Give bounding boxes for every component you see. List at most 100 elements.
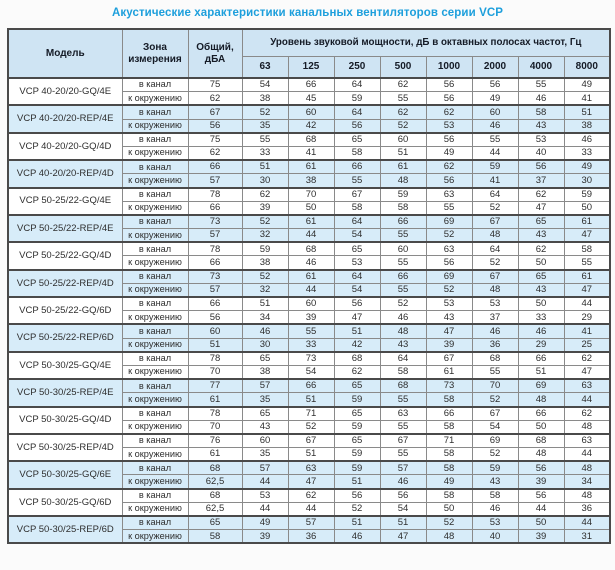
octave-value-cell: 52 bbox=[471, 200, 519, 216]
octave-value-cell: 44 bbox=[517, 501, 565, 517]
octave-value-cell: 65 bbox=[333, 241, 381, 257]
octave-value-cell: 51 bbox=[333, 515, 381, 531]
zone-cell: в канал bbox=[121, 350, 189, 366]
octave-value-cell: 60 bbox=[471, 104, 519, 120]
octave-value-cell: 49 bbox=[241, 515, 289, 531]
table-row: VCP 50-25/22-GQ/4D в канал 78 59 68 65 60 63 64 6… bbox=[7, 241, 611, 271]
octave-value-cell: 63 bbox=[379, 405, 427, 421]
octave-value-cell: 38 bbox=[563, 118, 611, 134]
octave-value-cell: 62 bbox=[517, 241, 565, 257]
octave-value-cell: 38 bbox=[241, 255, 289, 271]
octave-value-cell: 32 bbox=[241, 228, 289, 243]
octave-value-cell: 66 bbox=[333, 159, 381, 175]
octave-value-cell: 46 bbox=[333, 529, 381, 544]
table-row: к окружению 61 35 51 59 55 58 52 48 44 bbox=[8, 392, 611, 407]
col-header-freq: 125 bbox=[287, 56, 335, 79]
total-dba-cell: 78 bbox=[187, 405, 243, 421]
page-title: Акустические характеристики канальных ве… bbox=[111, 7, 504, 19]
octave-value-cell: 68 bbox=[287, 241, 335, 257]
octave-value-cell: 47 bbox=[287, 474, 335, 490]
model-name-cell: VCP 50-30/25-REP/4D bbox=[7, 432, 123, 462]
model-name-cell: VCP 50-25/22-GQ/4E bbox=[7, 186, 123, 216]
octave-value-cell: 65 bbox=[517, 268, 565, 284]
octave-value-cell: 64 bbox=[471, 186, 519, 202]
octave-value-cell: 56 bbox=[517, 487, 565, 503]
zone-cell: в канал bbox=[121, 405, 189, 421]
octave-value-cell: 44 bbox=[287, 282, 335, 298]
octave-value-cell: 67 bbox=[425, 350, 473, 366]
table-row: к окружению 57 32 44 54 55 52 48 43 47 bbox=[8, 228, 611, 243]
table-row: к окружению 56 35 42 56 52 53 46 43 38 bbox=[8, 118, 611, 134]
table-row: VCP 50-30/25-GQ/4D в канал 78 65 71 65 63 66 67 6… bbox=[7, 405, 611, 435]
octave-value-cell: 39 bbox=[241, 529, 289, 544]
octave-value-cell: 64 bbox=[333, 268, 381, 284]
zone-cell: к окружению bbox=[121, 118, 189, 134]
octave-value-cell: 59 bbox=[333, 460, 381, 476]
octave-value-cell: 52 bbox=[379, 296, 427, 312]
octave-value-cell: 54 bbox=[471, 419, 519, 435]
total-dba-cell: 56 bbox=[187, 118, 243, 134]
table-row: VCP 50-30/25-GQ/6E в канал 68 57 63 59 57 58 59 5… bbox=[7, 460, 611, 490]
octave-value-cell: 44 bbox=[287, 228, 335, 243]
octave-value-cell: 43 bbox=[241, 419, 289, 435]
zone-cell: в канал bbox=[121, 378, 189, 394]
octave-value-cell: 55 bbox=[379, 255, 427, 271]
octave-value-cell: 58 bbox=[333, 145, 381, 161]
table-row: к окружению 62,5 44 47 51 46 49 43 39 34 bbox=[8, 474, 611, 490]
octave-value-cell: 66 bbox=[379, 268, 427, 284]
model-name-cell: VCP 40-20/20-REP/4E bbox=[7, 104, 123, 134]
octave-value-cell: 50 bbox=[517, 419, 565, 435]
col-header-freq: 1000 bbox=[425, 56, 473, 79]
table-row: к окружению 51 30 33 42 43 39 36 29 25 bbox=[8, 337, 611, 353]
total-dba-cell: 77 bbox=[187, 378, 243, 394]
octave-value-cell: 55 bbox=[379, 282, 427, 298]
model-name-cell: VCP 50-30/25-GQ/6E bbox=[7, 460, 123, 490]
table-row: VCP 40-20/20-GQ/4E в канал 75 54 66 64 62 56 56 5… bbox=[7, 76, 611, 106]
total-dba-cell: 61 bbox=[187, 392, 243, 407]
octave-value-cell: 47 bbox=[563, 228, 611, 243]
table-row: VCP 50-30/25-REP/6D в канал 65 49 57 51 51 52 53… bbox=[7, 514, 611, 544]
octave-value-cell: 66 bbox=[425, 405, 473, 421]
octave-value-cell: 48 bbox=[517, 447, 565, 462]
model-name-cell: VCP 50-30/25-GQ/4D bbox=[7, 405, 123, 435]
octave-value-cell: 53 bbox=[425, 296, 473, 312]
col-header-freq: 2000 bbox=[471, 56, 519, 79]
zone-cell: к окружению bbox=[121, 91, 189, 106]
octave-value-cell: 65 bbox=[333, 405, 381, 421]
octave-value-cell: 70 bbox=[471, 378, 519, 394]
octave-value-cell: 46 bbox=[563, 131, 611, 147]
zone-cell: в канал bbox=[121, 241, 189, 257]
octave-value-cell: 71 bbox=[425, 432, 473, 449]
octave-value-cell: 52 bbox=[241, 213, 289, 230]
octave-value-cell: 38 bbox=[241, 91, 289, 106]
zone-cell: к окружению bbox=[121, 474, 189, 490]
octave-value-cell: 40 bbox=[471, 529, 519, 544]
octave-value-cell: 53 bbox=[471, 515, 519, 531]
octave-value-cell: 73 bbox=[425, 378, 473, 394]
octave-value-cell: 61 bbox=[563, 268, 611, 284]
octave-value-cell: 32 bbox=[241, 282, 289, 298]
octave-value-cell: 59 bbox=[241, 241, 289, 257]
octave-value-cell: 63 bbox=[425, 186, 473, 202]
octave-value-cell: 56 bbox=[379, 487, 427, 503]
octave-value-cell: 55 bbox=[241, 131, 289, 147]
octave-value-cell: 62 bbox=[333, 364, 381, 380]
octave-value-cell: 58 bbox=[425, 447, 473, 462]
octave-value-cell: 55 bbox=[471, 364, 519, 380]
total-dba-cell: 70 bbox=[187, 419, 243, 435]
octave-value-cell: 31 bbox=[563, 529, 611, 544]
octave-value-cell: 47 bbox=[425, 323, 473, 339]
octave-value-cell: 59 bbox=[333, 392, 381, 407]
zone-cell: к окружению bbox=[121, 173, 189, 188]
octave-value-cell: 55 bbox=[333, 173, 381, 188]
octave-value-cell: 56 bbox=[425, 255, 473, 271]
zone-cell: к окружению bbox=[121, 200, 189, 216]
table-row: к окружению 62,5 44 44 52 54 50 46 44 36 bbox=[8, 501, 611, 517]
octave-value-cell: 62 bbox=[379, 104, 427, 120]
octave-value-cell: 73 bbox=[287, 350, 335, 366]
octave-value-cell: 67 bbox=[471, 405, 519, 421]
octave-value-cell: 58 bbox=[379, 364, 427, 380]
octave-value-cell: 66 bbox=[287, 378, 335, 394]
octave-value-cell: 67 bbox=[333, 186, 381, 202]
table-row: VCP 40-20/20-REP/4E в канал 67 52 60 64 62 62 60… bbox=[7, 104, 611, 134]
